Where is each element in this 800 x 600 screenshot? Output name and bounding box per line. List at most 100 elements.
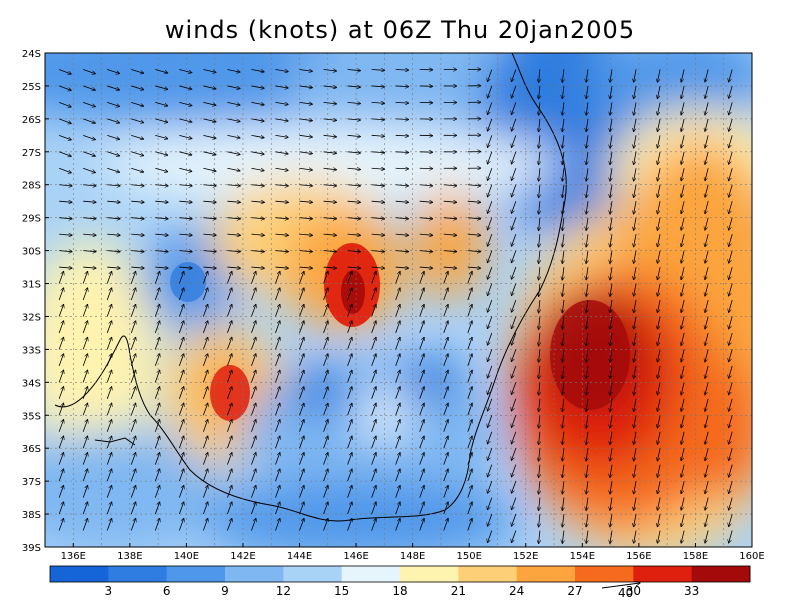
wind-arrow — [586, 464, 588, 478]
wind-arrow — [729, 69, 733, 82]
wind-arrow — [395, 86, 409, 87]
wind-arrow — [178, 321, 183, 334]
lat-tick-label: 30S — [22, 247, 41, 258]
wind-arrow — [323, 321, 328, 334]
wind-arrow — [487, 168, 493, 180]
wind-arrow — [107, 167, 119, 172]
wind-arrow — [251, 420, 255, 432]
wind-arrow — [729, 398, 733, 412]
wind-arrow — [130, 288, 135, 301]
wind-arrow — [58, 420, 63, 432]
wind-arrow — [610, 267, 612, 280]
wind-arrow — [539, 398, 540, 412]
wind-arrow — [202, 453, 207, 465]
wind-arrow — [154, 453, 159, 465]
wind-arrow — [371, 218, 385, 219]
wind-arrow — [681, 530, 685, 544]
colorbar: 3 6 9 12 15 18 21 24 27 30 33 — [49, 565, 751, 598]
lon-tick-label: 140E — [174, 551, 199, 562]
wind-arrow — [155, 267, 168, 268]
wind-arrow — [58, 502, 63, 515]
wind-arrow — [634, 431, 637, 445]
wind-arrow — [347, 152, 361, 153]
wind-arrow — [275, 267, 288, 268]
map-title: winds (knots) at 06Z Thu 20jan2005 — [164, 16, 636, 44]
wind-arrow — [511, 233, 517, 246]
wind-arrow — [107, 151, 119, 156]
wind-arrow — [443, 453, 448, 465]
wind-arrow — [657, 69, 661, 82]
wind-arrow — [347, 485, 352, 498]
wind-arrow — [681, 332, 685, 346]
wind-arrow — [347, 102, 361, 103]
wind-arrow — [657, 135, 661, 148]
wind-arrow — [203, 185, 216, 186]
wind-arrow — [275, 69, 288, 71]
wind-arrow — [487, 349, 493, 361]
wind-arrow — [729, 415, 733, 428]
wind-arrow — [511, 431, 517, 444]
wind-arrow — [155, 201, 168, 202]
wind-arrow — [323, 102, 337, 104]
wind-arrow — [347, 69, 361, 70]
wind-arrow — [227, 234, 240, 235]
wind-arrow — [395, 337, 400, 350]
wind-arrow — [634, 349, 637, 362]
wind-arrow — [130, 518, 135, 531]
wind-arrow — [299, 354, 304, 367]
wind-arrow — [59, 218, 72, 219]
wind-arrow — [347, 218, 361, 219]
wind-arrow — [203, 251, 216, 252]
wind-arrow — [82, 387, 87, 399]
wind-arrow — [251, 118, 264, 121]
wind-arrow — [634, 299, 637, 313]
wind-arrow — [131, 69, 143, 73]
wind-arrow — [562, 415, 564, 428]
lat-tick-label: 25S — [22, 82, 41, 93]
wind-arrow — [562, 135, 564, 148]
wind-arrow — [562, 267, 564, 280]
wind-arrow — [154, 337, 159, 350]
wind-arrow — [487, 151, 493, 164]
wind-arrow — [371, 485, 376, 498]
wind-arrow — [705, 365, 709, 379]
wind-arrow — [395, 168, 409, 169]
wind-arrow — [610, 135, 612, 148]
wind-arrow — [82, 469, 87, 482]
lat-tick-label: 28S — [22, 181, 41, 192]
wind-arrow — [131, 218, 144, 219]
wind-arrow — [681, 283, 685, 297]
wind-arrow — [203, 167, 216, 171]
wind-arrow — [371, 436, 376, 449]
wind-arrow — [59, 185, 72, 186]
wind-arrow — [179, 201, 192, 202]
wind-arrow — [58, 288, 63, 301]
wind-arrow — [657, 168, 661, 181]
wind-arrow — [347, 502, 352, 515]
wind-arrow — [82, 436, 87, 449]
wind-arrow — [539, 217, 540, 231]
wind-arrow — [371, 69, 385, 70]
wind-arrow — [681, 398, 685, 412]
wind-arrow — [634, 415, 637, 428]
wind-arrow — [299, 387, 304, 399]
wind-arrow — [586, 497, 588, 511]
wind-arrow — [347, 201, 361, 202]
wind-arrow — [562, 234, 564, 247]
wind-arrow — [539, 382, 540, 395]
wind-arrow — [178, 288, 183, 301]
wind-arrow — [634, 448, 637, 461]
wind-arrow — [562, 514, 564, 527]
wind-arrow — [467, 304, 472, 317]
wind-arrow — [511, 530, 517, 543]
wind-arrow — [443, 436, 448, 449]
wind-arrow — [155, 234, 168, 235]
wind-arrow — [299, 102, 313, 104]
wind-arrow — [154, 321, 159, 334]
wind-arrow — [681, 118, 685, 132]
wind-arrow — [371, 119, 385, 120]
wind-arrow — [154, 502, 159, 515]
wind-arrow — [107, 118, 119, 123]
wind-arrow — [251, 518, 255, 531]
wind-arrow — [154, 469, 159, 482]
